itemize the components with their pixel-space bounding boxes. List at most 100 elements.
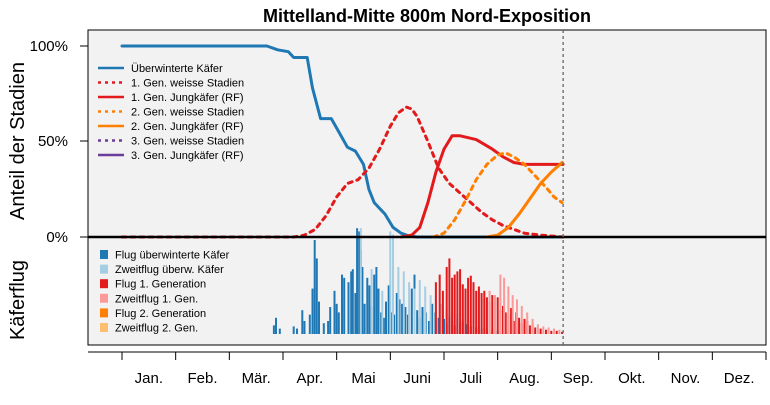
flight-bar (373, 274, 376, 334)
flight-bar (418, 280, 421, 334)
flight-bar (315, 258, 318, 334)
flight-bar (428, 321, 430, 334)
flight-bar (528, 325, 531, 334)
legend-swatch (100, 323, 108, 332)
flight-bar (531, 318, 534, 334)
legend-label: Zweitflug 2. Gen. (115, 323, 198, 335)
flight-bar (539, 328, 542, 334)
flight-bar (441, 290, 444, 334)
legend-swatch (100, 293, 108, 303)
flight-bar (477, 286, 480, 334)
flight-bar (502, 305, 504, 334)
legend-label: 2. Gen. Jungkäfer (RF) (131, 121, 244, 133)
flight-bar (385, 301, 387, 334)
stage-lines (120, 44, 565, 239)
y-axis-label-stages: Anteil der Stadien (7, 62, 29, 220)
flight-bar (445, 267, 448, 334)
x-tick-label: Okt. (618, 370, 646, 387)
flight-bar (467, 277, 470, 334)
flight-bar (393, 314, 396, 334)
flight-bar (453, 274, 456, 334)
flight-bar (494, 295, 496, 334)
series-line (431, 151, 564, 239)
flight-bar (351, 269, 354, 334)
flight-bar (359, 228, 362, 334)
flight-bar (363, 303, 366, 334)
flight-bar (341, 274, 343, 334)
legend-label: 2. Gen. weisse Stadien (131, 107, 244, 119)
flight-bar (382, 317, 385, 334)
flight-bar (395, 293, 398, 334)
flight-bar (337, 312, 340, 334)
flight-bar (438, 274, 441, 334)
flight-bar (318, 301, 320, 334)
x-tick-label: Juni (403, 370, 431, 387)
flight-bar (555, 330, 558, 334)
x-tick-label: Dez. (724, 370, 755, 387)
flight-bar (366, 277, 369, 334)
flight-bar (483, 290, 486, 334)
flight-bar (475, 290, 478, 334)
flight-bar (534, 327, 537, 334)
flight-bar (523, 318, 526, 334)
flight-bar (370, 269, 373, 334)
x-tick-label: Sep. (563, 370, 594, 387)
flight-bar (292, 326, 295, 334)
flight-bar (356, 228, 359, 334)
x-tick-label: Aug. (509, 370, 540, 387)
flight-bar (397, 267, 400, 334)
flight-bar (311, 288, 314, 334)
chart-title: Mittelland-Mitte 800m Nord-Exposition (263, 6, 591, 26)
flight-bar (358, 231, 361, 334)
flight-bar (448, 258, 451, 334)
flight-bar (327, 321, 330, 334)
flight-bar (416, 310, 419, 334)
flight-bar (504, 312, 507, 334)
x-tick-label: Nov. (671, 370, 701, 387)
x-tick-label: Jan. (135, 370, 163, 387)
y-axis-label-flight: Käferflug (7, 260, 29, 340)
flight-bar (443, 318, 445, 334)
flight-bar (401, 303, 404, 334)
flight-bar (510, 308, 513, 334)
legend-swatch (100, 308, 108, 318)
flight-bar (547, 327, 550, 334)
flight-bar (343, 277, 346, 334)
flight-bar (456, 271, 459, 334)
legend-swatch (100, 250, 108, 259)
flight-bar (313, 240, 316, 334)
legend-swatch (100, 264, 108, 274)
flight-bar (464, 288, 467, 334)
flight-bar (275, 317, 277, 334)
flight-bar (408, 282, 411, 334)
flight-bar (536, 324, 539, 334)
x-tick-label: Apr. (296, 370, 323, 387)
flight-bar (278, 328, 281, 334)
flight-bar (472, 282, 475, 334)
flight-bar (511, 295, 514, 334)
flight-bar (308, 314, 311, 334)
flight-bar (390, 312, 393, 334)
legend-label: 3. Gen. Jungkäfer (RF) (131, 150, 244, 162)
flight-bar (558, 329, 561, 334)
flight-bar (354, 293, 357, 334)
flight-bar (480, 293, 483, 334)
flight-bar (561, 331, 564, 334)
flight-bar (553, 328, 555, 334)
flight-bar (421, 307, 424, 334)
flight-bar (491, 295, 494, 334)
flight-bar (461, 284, 464, 334)
flight-bar (499, 274, 502, 334)
flight-bar (545, 329, 547, 334)
flight-bar (434, 282, 437, 334)
series-line (485, 161, 564, 239)
flight-bar (431, 303, 434, 334)
x-axis: Jan. Feb. Mär. Apr. Mai Juni Juli Aug. Sep. Okt. N… (88, 351, 767, 387)
flight-bar (410, 288, 413, 334)
legend-label: Zweitflug überw. Käfer (115, 264, 224, 276)
flight-bar (335, 303, 338, 334)
x-tick-label: Mai (351, 370, 375, 387)
flight-bar (429, 295, 432, 334)
flight-bar (507, 286, 510, 334)
flight-bar (437, 317, 440, 334)
